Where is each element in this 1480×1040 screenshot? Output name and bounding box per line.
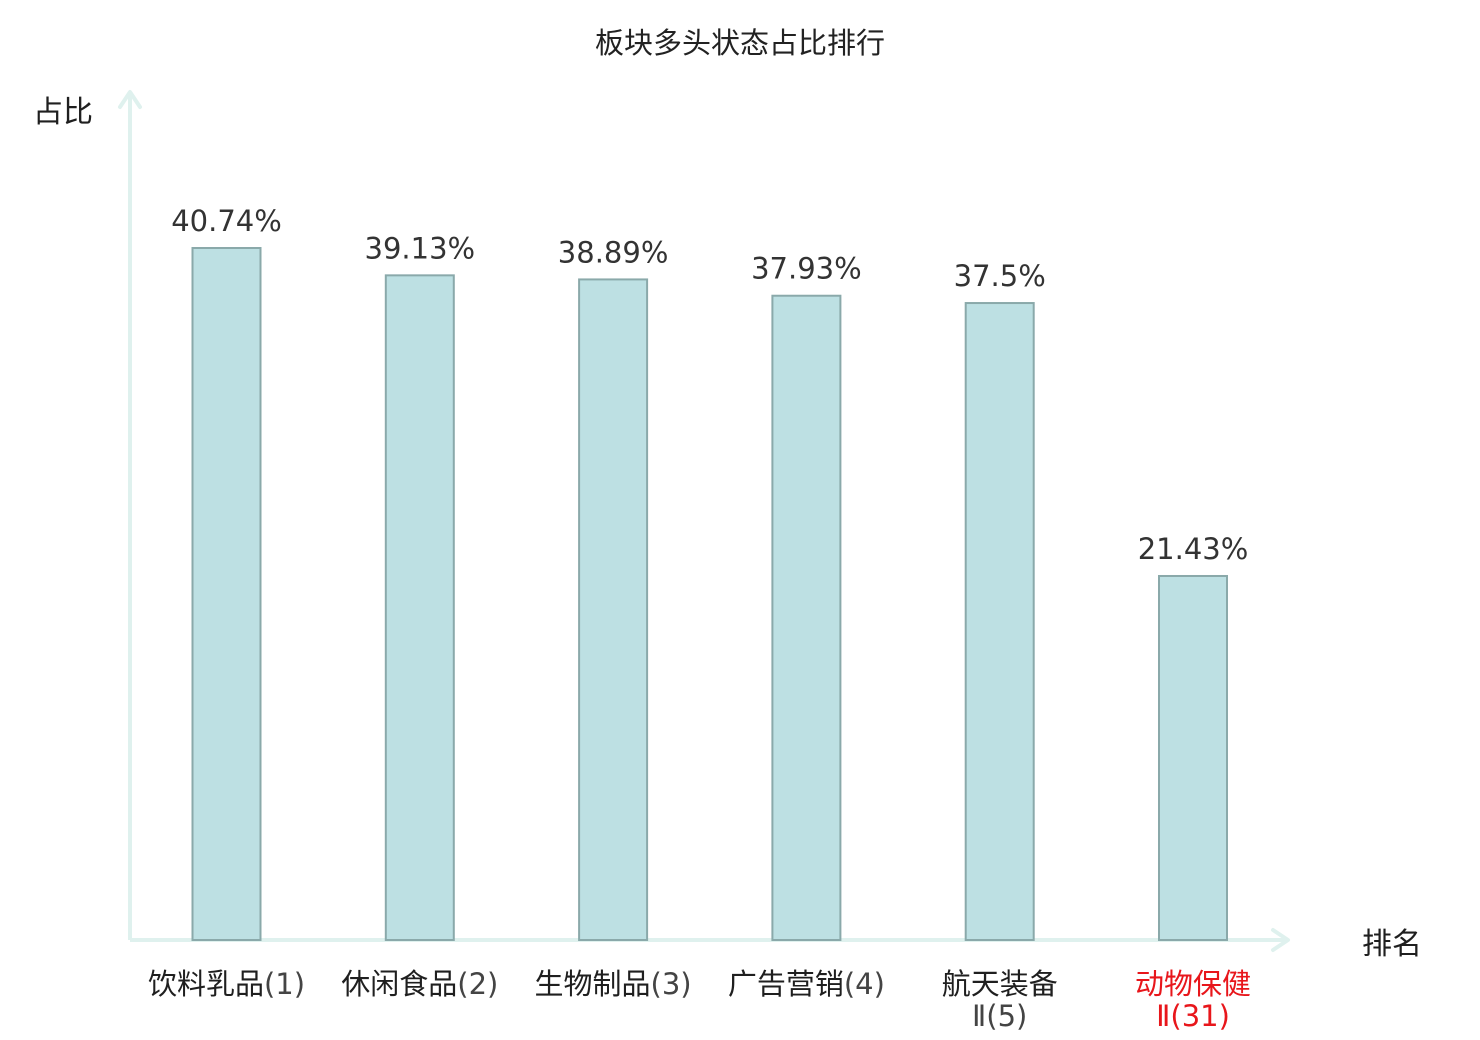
bars-group: [191, 247, 1228, 942]
bar-5: [964, 302, 1035, 941]
bar-1: [191, 247, 262, 941]
bar-4: [771, 294, 842, 941]
x-axis-label: 排名: [1362, 927, 1422, 962]
category-name-2: 休闲食品: [341, 967, 457, 1001]
category-rank-1: (1): [264, 967, 305, 1001]
value-label-1: 40.74%: [171, 204, 282, 238]
category-name-3: 生物制品: [535, 967, 651, 1001]
bar-2: [384, 274, 455, 941]
y-axis-arrow: [118, 90, 142, 109]
category-rank-4: (4): [844, 967, 885, 1001]
category-label-3: 生物制品(3): [535, 967, 692, 1001]
category-label-1: 饮料乳品(1): [148, 967, 305, 1001]
category-labels-group: 饮料乳品(1) 休闲食品(2) 生物制品(3) 广告营销(4) 航天装备Ⅱ(5)动物保健…: [148, 967, 1251, 1033]
chart-title: 板块多头状态占比排行: [595, 26, 885, 60]
category-rank-2: (2): [457, 967, 498, 1001]
category-rank-3: (3): [651, 967, 692, 1001]
bar-3: [578, 278, 649, 942]
x-axis-arrow: [1271, 928, 1290, 952]
y-axis-label: 占比: [33, 95, 93, 130]
value-label-4: 37.93%: [751, 252, 862, 286]
axes: [118, 90, 1290, 952]
value-label-6: 21.43%: [1138, 532, 1249, 566]
category-label-5: 航天装备: [942, 967, 1058, 1001]
category-name-1: 饮料乳品: [148, 967, 264, 1001]
value-label-2: 39.13%: [365, 231, 476, 265]
category-suffix-5: Ⅱ: [972, 999, 986, 1033]
category-name-5: 航天装备: [942, 967, 1058, 1001]
bar-6: [1158, 574, 1228, 942]
category-sub-label-5: Ⅱ(5): [972, 999, 1027, 1033]
category-rank-6: (31): [1170, 999, 1230, 1033]
value-label-5: 37.5%: [954, 259, 1046, 293]
value-label-3: 38.89%: [558, 235, 669, 269]
category-label-2: 休闲食品(2): [341, 967, 498, 1001]
category-name-6: 动物保健: [1135, 967, 1251, 1001]
category-sub-label-6: Ⅱ(31): [1156, 999, 1230, 1033]
category-label-4: 广告营销(4): [728, 967, 885, 1001]
value-labels-group: 40.74% 39.13% 38.89% 37.93% 37.5% 21.43%: [171, 204, 1248, 566]
category-rank-5: (5): [986, 999, 1027, 1033]
category-suffix-6: Ⅱ: [1156, 999, 1170, 1033]
category-name-4: 广告营销: [728, 967, 844, 1001]
category-label-6: 动物保健: [1135, 967, 1251, 1001]
